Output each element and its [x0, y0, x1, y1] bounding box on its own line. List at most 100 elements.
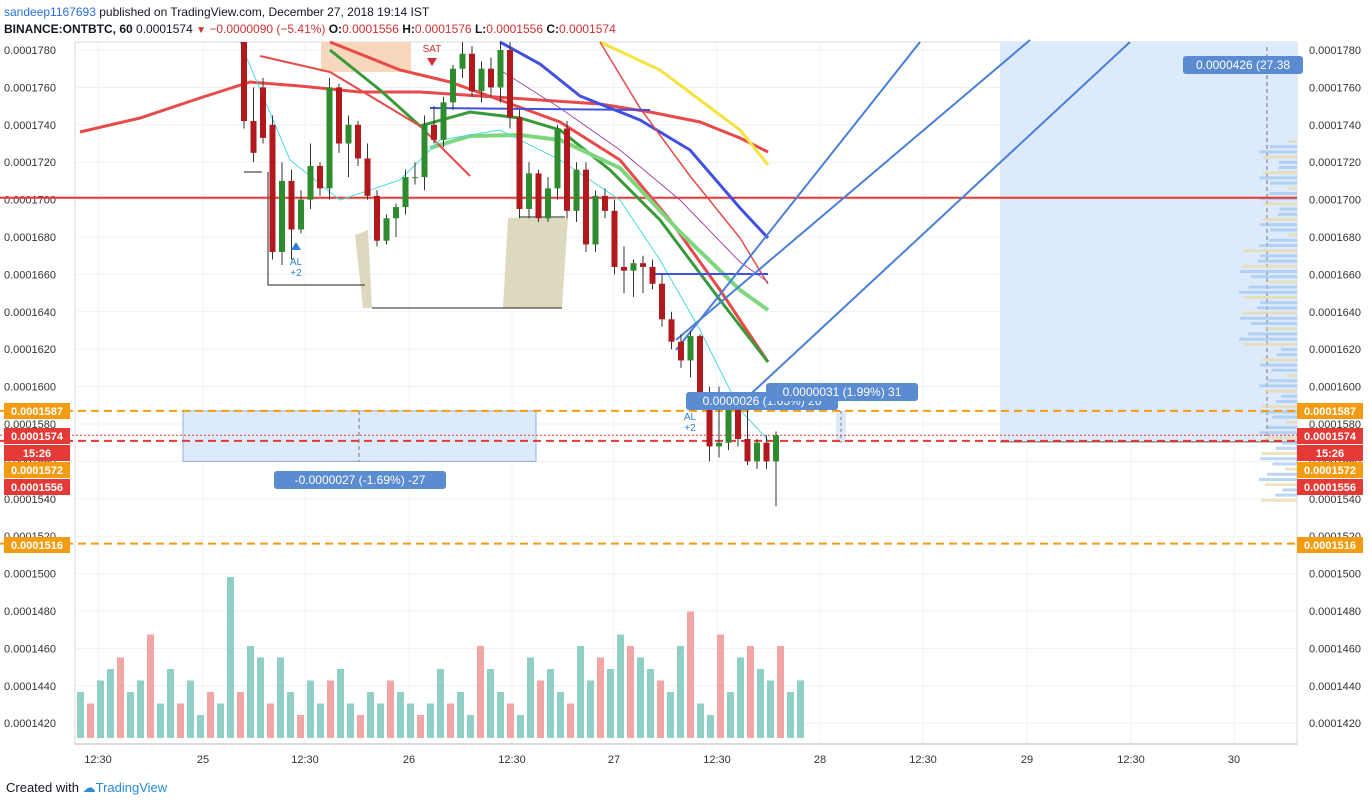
candle-body[interactable]: [478, 68, 485, 92]
candle-body[interactable]: [412, 177, 418, 179]
volume-bar: [657, 680, 664, 738]
volume-bar: [307, 680, 314, 738]
candle-body[interactable]: [260, 87, 266, 138]
candle-body[interactable]: [564, 128, 570, 211]
candle-body[interactable]: [317, 165, 323, 189]
candle-body[interactable]: [336, 87, 342, 144]
candle-body[interactable]: [545, 188, 551, 219]
candle-body[interactable]: [326, 87, 333, 189]
volume-bar: [427, 703, 434, 738]
candle-body[interactable]: [535, 173, 542, 219]
candle-body[interactable]: [421, 124, 428, 178]
volume-bar: [797, 680, 804, 738]
candle-body[interactable]: [763, 442, 770, 462]
candle-body[interactable]: [440, 102, 447, 140]
volume-bar: [207, 692, 214, 738]
candle-body[interactable]: [668, 319, 675, 342]
candle-body[interactable]: [716, 442, 722, 447]
trendline-1[interactable]: [675, 41, 921, 351]
volume-profile-bar: [1268, 238, 1297, 242]
ma-green: [329, 48, 770, 363]
candle-body[interactable]: [516, 117, 523, 209]
volume-profile-bar: [1272, 415, 1297, 419]
candle-body[interactable]: [754, 442, 760, 462]
volume-bar: [167, 669, 174, 738]
candle-body[interactable]: [725, 401, 732, 443]
candle-body[interactable]: [497, 50, 504, 88]
candle-body[interactable]: [554, 128, 561, 189]
candle-body[interactable]: [450, 68, 456, 103]
candle-body[interactable]: [269, 124, 276, 252]
sell-arrow-icon: [427, 58, 437, 66]
candle-body[interactable]: [364, 158, 371, 196]
candle-body[interactable]: [250, 121, 257, 153]
footer: Created with ☁TradingView: [6, 780, 167, 796]
volume-bar: [447, 703, 454, 738]
candle-body[interactable]: [678, 341, 684, 361]
tradingview-link[interactable]: TradingView: [95, 780, 168, 795]
candle-body[interactable]: [288, 180, 295, 230]
price-tag-right: [1297, 445, 1363, 461]
volume-profile-bar: [1261, 452, 1297, 455]
candle-body[interactable]: [279, 180, 285, 252]
x-tick-label: 12:30: [703, 754, 731, 766]
candle-body[interactable]: [735, 401, 741, 439]
volume-bar: [187, 680, 194, 738]
volume-profile-bar: [1285, 420, 1297, 424]
author-link[interactable]: sandeep1167693: [4, 5, 96, 19]
candle-body[interactable]: [602, 195, 608, 211]
volume-bar: [717, 634, 724, 738]
candle-body[interactable]: [687, 336, 694, 361]
price-tag-right-text: 0.0001572: [1304, 465, 1356, 477]
candle-body[interactable]: [374, 195, 380, 241]
volume-bar: [707, 715, 714, 738]
candle-body[interactable]: [611, 210, 618, 267]
volume-bar: [647, 669, 654, 738]
candle-body[interactable]: [298, 199, 304, 230]
volume-profile-bar: [1271, 368, 1297, 372]
candle-body[interactable]: [649, 266, 656, 284]
last-price: 0.0001574: [136, 22, 193, 36]
candle-body[interactable]: [507, 50, 513, 118]
candle-body[interactable]: [469, 53, 475, 92]
candle-body[interactable]: [345, 124, 352, 144]
candle-body[interactable]: [621, 266, 627, 271]
candle-body[interactable]: [355, 124, 361, 159]
candle-body[interactable]: [402, 177, 409, 208]
volume-bar: [367, 692, 374, 738]
candle-body[interactable]: [573, 169, 580, 211]
volume-profile-bar: [1259, 223, 1297, 227]
candle-body[interactable]: [640, 263, 646, 267]
candle-body[interactable]: [526, 173, 532, 209]
candle-body[interactable]: [488, 68, 494, 88]
candle-body[interactable]: [459, 53, 466, 69]
candle-body[interactable]: [393, 207, 399, 219]
volume-profile-bar: [1259, 431, 1297, 435]
tradingview-logo-icon[interactable]: ☁: [82, 780, 96, 795]
price-change: −0.0000090 (−5.41%): [209, 22, 326, 36]
candle-body[interactable]: [697, 336, 703, 402]
candle-body[interactable]: [744, 438, 751, 462]
trendline-3[interactable]: [739, 41, 1131, 405]
candle-body[interactable]: [592, 195, 599, 245]
y-tick-label-right: 0.0001460: [1309, 643, 1361, 655]
candle-body[interactable]: [307, 165, 314, 200]
candle-body[interactable]: [431, 124, 437, 140]
price-tag-right: [1297, 462, 1363, 478]
volume-profile-bar: [1259, 150, 1297, 154]
y-tick-label-left: 0.0001440: [4, 681, 56, 693]
candle-body[interactable]: [383, 218, 390, 241]
volume-bar: [787, 692, 794, 738]
volume-profile-bar: [1270, 181, 1297, 185]
volume-profile-bar: [1267, 280, 1297, 284]
candle-body[interactable]: [630, 263, 637, 271]
candle-body[interactable]: [706, 401, 713, 447]
candle-body[interactable]: [773, 435, 779, 462]
candle-body[interactable]: [583, 169, 589, 245]
x-tick-label: 12:30: [498, 754, 526, 766]
signal-label: AL: [290, 257, 303, 268]
candle-body[interactable]: [241, 42, 247, 122]
candle-body[interactable]: [659, 283, 665, 320]
trendline-2[interactable]: [675, 39, 1031, 341]
